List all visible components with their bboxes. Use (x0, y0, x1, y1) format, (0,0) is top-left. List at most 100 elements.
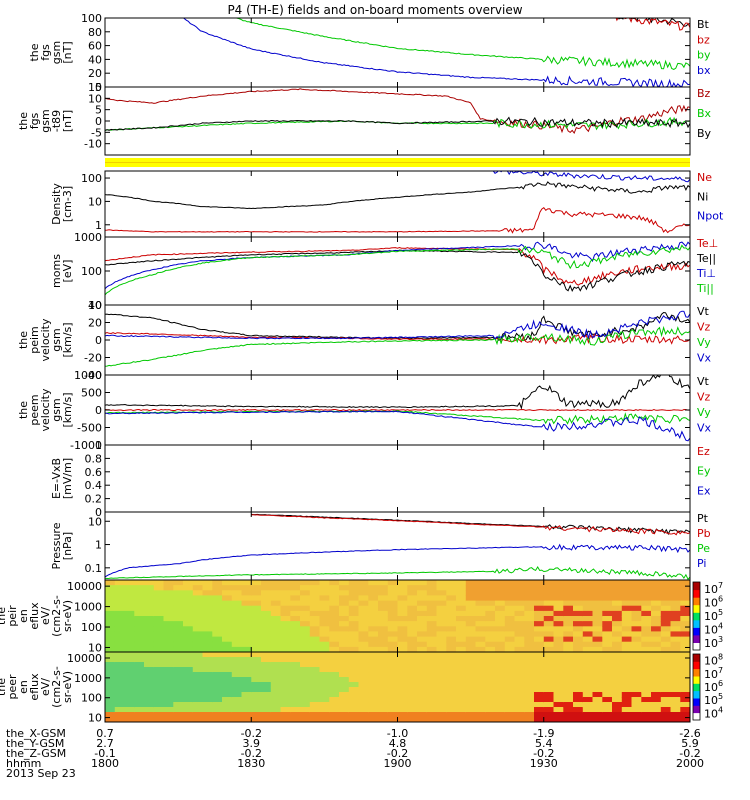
spectrogram-cell (251, 636, 262, 643)
spectrogram-cell (329, 702, 340, 708)
spectrogram-cell (290, 662, 301, 668)
spectrogram-cell (641, 631, 652, 638)
spectrogram-cell (202, 667, 213, 673)
spectrogram-cell (495, 621, 506, 627)
spectrogram-cell (621, 610, 633, 617)
spectrogram-cell (417, 636, 428, 643)
spectrogram-cell (270, 626, 282, 632)
y-axis-label: thepeerenefluxeV/(cm2-s-sr-eV) (0, 666, 74, 708)
spectrogram-cell (456, 636, 467, 643)
series-line-Pi (105, 543, 690, 578)
y-tick-label: 10 (88, 642, 102, 655)
spectrogram-cell (524, 590, 535, 596)
spectrogram-cell (290, 692, 301, 698)
spectrogram-cell (504, 682, 516, 688)
spectrogram-cell (397, 621, 408, 627)
spectrogram-cell (358, 667, 369, 673)
spectrogram-cell (309, 717, 321, 722)
spectrogram-cell (417, 717, 428, 722)
spectrogram-cell (495, 677, 506, 683)
colorbar-swatch (693, 705, 700, 714)
spectrogram-cell (621, 707, 633, 713)
spectrogram-cell (592, 697, 603, 703)
spectrogram-cell (543, 702, 555, 708)
spectrogram-cell (163, 585, 174, 591)
spectrogram-cell (378, 702, 389, 708)
spectrogram-cell (504, 707, 516, 713)
spectrogram-cell (573, 626, 584, 632)
spectrogram-cell (504, 590, 516, 596)
spectrogram-cell (134, 610, 145, 617)
x-tick-label: -0.2 (241, 727, 262, 740)
spectrogram-cell (573, 641, 584, 648)
spectrogram-cell (241, 631, 252, 638)
spectrogram-cell (319, 707, 330, 713)
spectrogram-cell (543, 652, 555, 658)
spectrogram-cell (348, 687, 360, 693)
spectrogram-cell (329, 636, 340, 643)
spectrogram-cell (495, 631, 506, 638)
spectrogram-cell (602, 610, 613, 617)
spectrogram-cell (602, 707, 613, 713)
spectrogram-cell (417, 662, 428, 668)
spectrogram-cell (660, 712, 672, 718)
series-line-Pb (251, 514, 690, 536)
spectrogram-cell (368, 672, 379, 678)
spectrogram-cell (631, 692, 642, 698)
spectrogram-cell (397, 687, 408, 693)
y-tick-label: -20 (84, 352, 102, 365)
spectrogram-cell (446, 585, 457, 591)
spectrogram-cell (251, 712, 262, 718)
spectrogram-cell (144, 682, 155, 688)
spectrogram-cell (290, 687, 301, 693)
spectrogram-cell (163, 702, 174, 708)
y-tick-label: -5 (91, 126, 102, 139)
spectrogram-cell (329, 697, 340, 703)
spectrogram-cell (329, 626, 340, 632)
spectrogram-cell (563, 580, 574, 586)
spectrogram-cell (612, 631, 623, 638)
spectrogram-cell (173, 707, 184, 713)
spectrogram-cell (173, 682, 184, 688)
spectrogram-cell (514, 697, 525, 703)
spectrogram-cell (339, 600, 350, 607)
spectrogram-cell (153, 585, 165, 591)
spectrogram-cell (680, 667, 690, 673)
spectrogram-cell (660, 580, 672, 586)
spectrogram-cell (573, 636, 584, 643)
spectrogram-cell (183, 652, 194, 658)
spectrogram-cell (300, 605, 311, 612)
spectrogram-cell (280, 580, 291, 586)
spectrogram-cell (134, 692, 145, 698)
spectrogram-cell (290, 657, 301, 663)
legend-Ti⊥: Ti⊥ (696, 267, 716, 280)
spectrogram-cell (300, 636, 311, 643)
spectrogram-cell (309, 707, 321, 713)
spectrogram-cell (387, 590, 399, 596)
spectrogram-cell (387, 697, 399, 703)
spectrogram-cell (407, 682, 418, 688)
spectrogram-cell (114, 652, 126, 658)
spectrogram-cell (534, 717, 545, 722)
spectrogram-cell (153, 621, 165, 627)
spectrogram-cell (212, 667, 223, 673)
spectrogram-cell (202, 616, 213, 622)
spectrogram-cell (417, 580, 428, 586)
spectrogram-cell (261, 621, 272, 627)
spectrogram-cell (124, 610, 135, 617)
spectrogram-cell (641, 652, 652, 658)
spectrogram-cell (134, 636, 145, 643)
y-tick-label: 80 (88, 26, 102, 39)
spectrogram-cell (290, 626, 301, 632)
spectrogram-cell (202, 626, 213, 632)
spectrogram-cell (407, 585, 418, 591)
spectrogram-cell (543, 672, 555, 678)
y-axis-label: E=-VxB[mV/m] (50, 458, 74, 499)
spectrogram-cell (592, 590, 603, 596)
x-tick-label: 1930 (530, 757, 558, 770)
spectrogram-cell (553, 677, 564, 683)
spectrogram-cell (192, 646, 204, 652)
spectrogram-cell (231, 585, 243, 591)
spectrogram-cell (641, 626, 652, 632)
spectrogram-cell (202, 707, 213, 713)
